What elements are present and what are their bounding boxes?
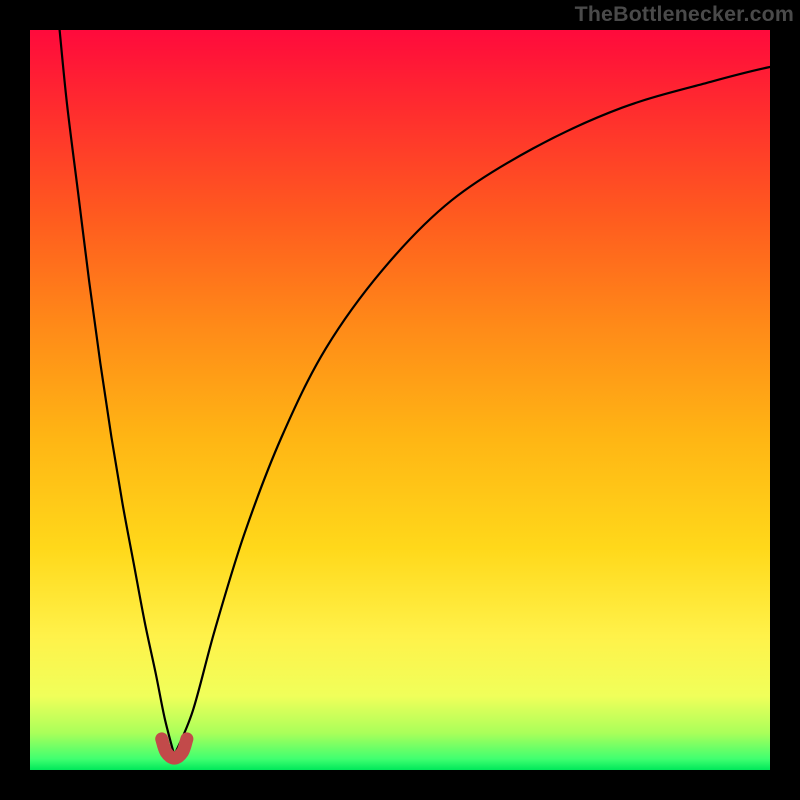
gradient-background — [30, 30, 770, 770]
bottleneck-chart-svg — [0, 0, 800, 800]
chart-stage: TheBottlenecker.com — [0, 0, 800, 800]
